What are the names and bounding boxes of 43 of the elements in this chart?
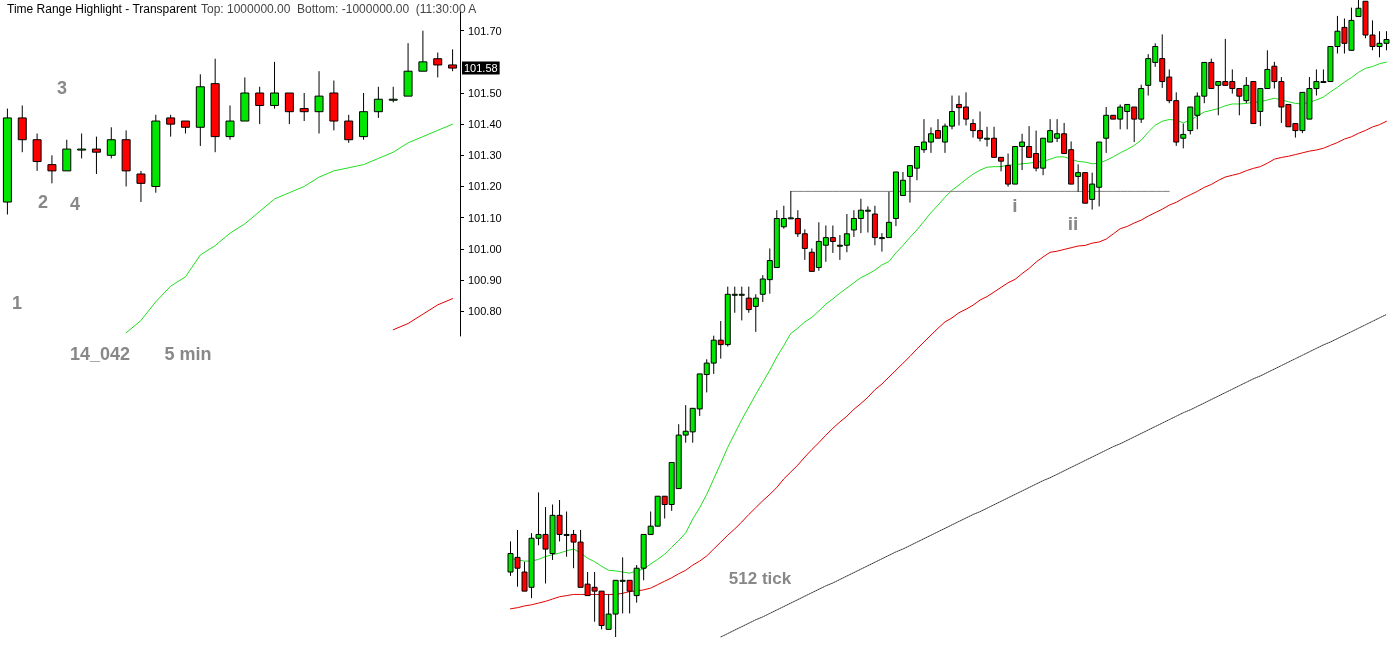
- annotation: 1: [11, 293, 23, 313]
- candlestick: [136, 170, 146, 203]
- candlestick: [17, 104, 27, 153]
- candlestick: [77, 133, 87, 159]
- y-tick-label: 100.80: [468, 305, 502, 318]
- chart-subtitle: Top: 1000000.00 Bottom: -1000000.00 (11:30:00 A: [201, 2, 477, 16]
- chart-title: Time Range Highlight - Transparent: [7, 2, 198, 16]
- candlestick: [32, 133, 42, 172]
- candlestick: [91, 136, 101, 175]
- y-tick-label: 100.90: [468, 273, 502, 286]
- line-series: [392, 298, 454, 331]
- line-series: [125, 123, 454, 334]
- annotation: 512 tick: [728, 568, 792, 588]
- candlestick: [255, 86, 265, 125]
- candlestick: [373, 86, 383, 119]
- annotation: 3: [56, 78, 68, 98]
- candlestick: [106, 126, 116, 159]
- y-tick-label: 101.00: [468, 242, 502, 255]
- candlestick: [62, 139, 72, 172]
- y-tick-label: 101.30: [468, 149, 502, 162]
- candlestick: [284, 92, 294, 125]
- candlestick: [166, 114, 176, 138]
- candlestick: [433, 52, 443, 78]
- annotation: 4: [69, 194, 81, 214]
- annotation: ii: [1067, 212, 1079, 234]
- candlestick: [448, 48, 458, 72]
- candlestick: [314, 70, 324, 134]
- candlestick: [418, 30, 428, 72]
- candlestick: [47, 154, 57, 184]
- y-tick-label: 101.50: [468, 87, 502, 99]
- text: 5 min: [164, 344, 212, 364]
- annotation: i: [1012, 194, 1018, 216]
- y-tick-label: 101.70: [468, 24, 502, 37]
- y-tick-label: 101.10: [468, 211, 502, 224]
- candlestick: [270, 61, 280, 110]
- annotation: 101.58: [464, 62, 498, 75]
- y-tick-label: 101.20: [468, 180, 502, 193]
- y-tick-label: 101.40: [468, 118, 502, 131]
- annotation: 2: [37, 192, 49, 212]
- text: 14_042: [69, 344, 131, 364]
- candlestick: [299, 92, 309, 122]
- candlestick: [344, 114, 354, 144]
- candlestick: [225, 104, 235, 141]
